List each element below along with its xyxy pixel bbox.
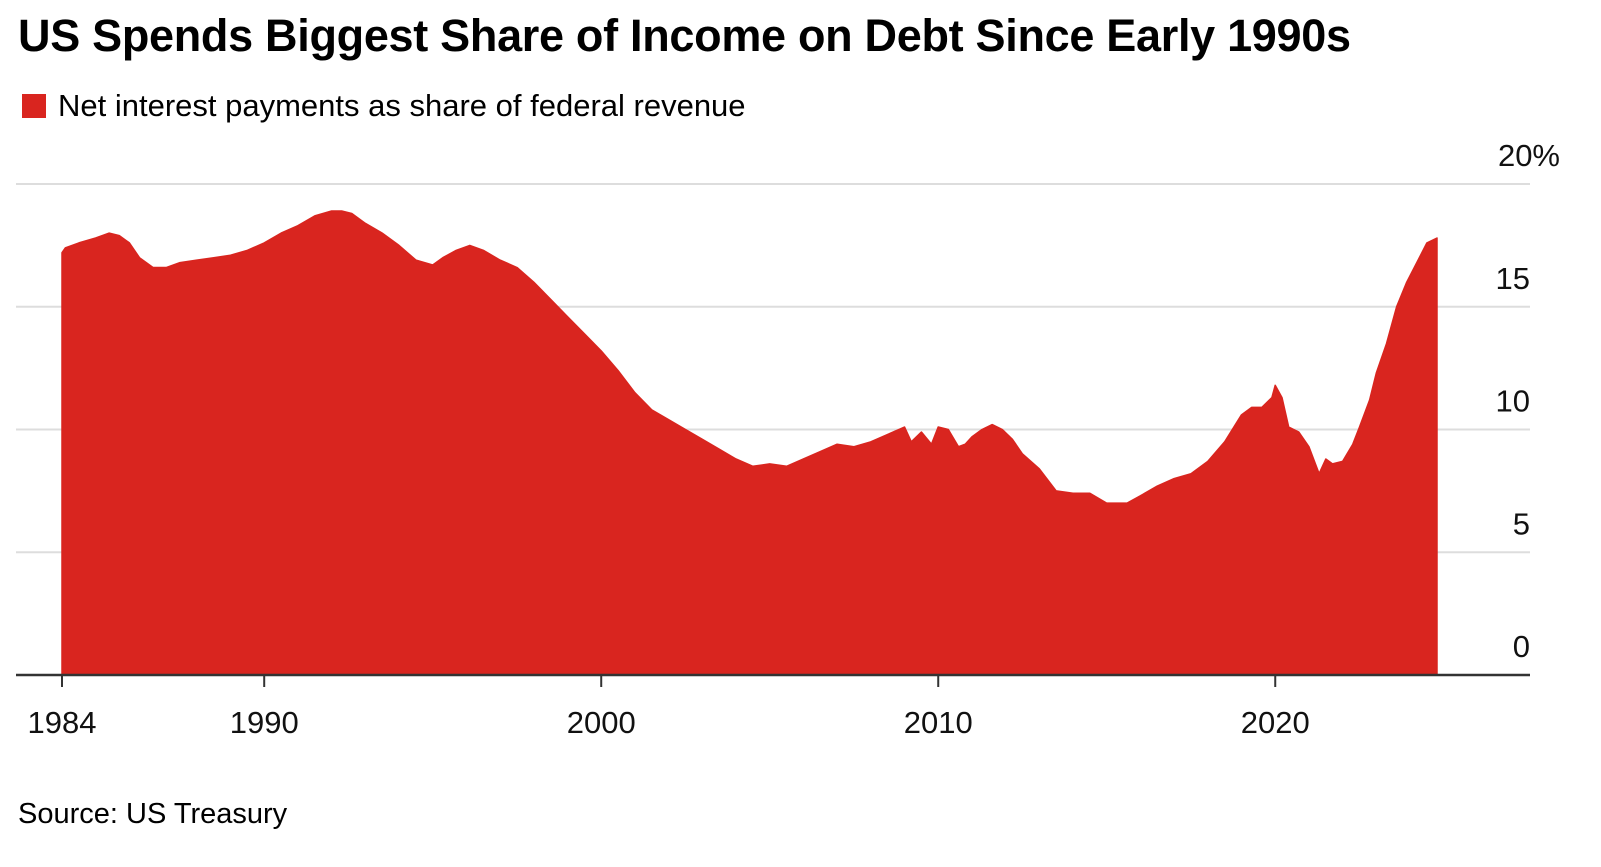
source-note: Source: US Treasury: [18, 798, 288, 830]
y-tick-label: 10: [1496, 384, 1530, 419]
y-tick-label: 20%: [1498, 138, 1560, 173]
y-tick-label: 5: [1513, 506, 1530, 541]
x-axis-ticks: 1984 1990 2000 2010 2020: [28, 675, 1310, 740]
x-tick-label: 2010: [904, 705, 973, 740]
legend-swatch: [22, 94, 46, 118]
y-tick-label: 15: [1496, 261, 1530, 296]
legend: Net interest payments as share of federa…: [22, 86, 746, 126]
x-tick-label: 2000: [567, 705, 636, 740]
series-area: [61, 210, 1438, 676]
x-tick-label: 1990: [230, 705, 299, 740]
x-tick-label: 2020: [1241, 705, 1310, 740]
series-area-shape: [61, 210, 1438, 676]
legend-label: Net interest payments as share of federa…: [58, 88, 746, 123]
y-axis-ticks: 20% 15 10 5 0: [1496, 138, 1560, 664]
chart-title: US Spends Biggest Share of Income on Deb…: [18, 10, 1351, 61]
x-tick-label: 1984: [28, 705, 97, 740]
y-tick-label: 0: [1513, 629, 1530, 664]
